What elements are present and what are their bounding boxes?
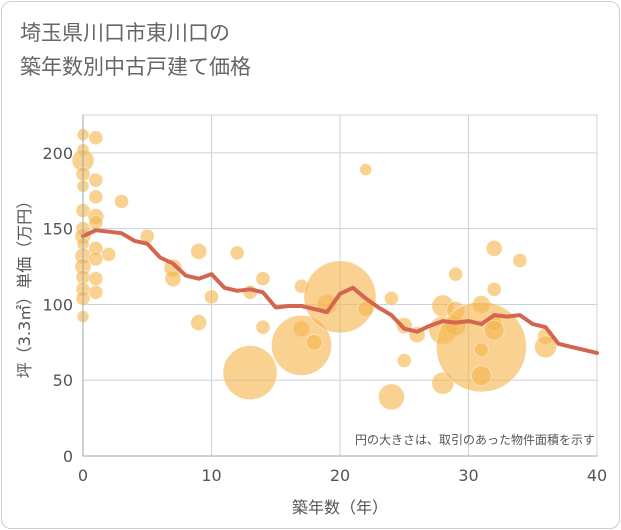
x-tick-label-1: 10 xyxy=(201,466,221,485)
bubble-point-40 xyxy=(305,333,323,351)
bubble-point-7 xyxy=(88,189,104,205)
chart-axes: 0 10 20 30 40 0 50 100 150 200 xyxy=(42,115,607,485)
bubble-point-31 xyxy=(204,289,219,305)
trend-line-layer xyxy=(81,228,599,355)
trend-line xyxy=(81,228,599,355)
bubble-point-48 xyxy=(377,383,405,411)
bubble-point-17 xyxy=(101,247,117,262)
bubble-size-note: 円の大きさは、取引のあった物件面積を示す xyxy=(355,432,595,447)
x-tick-label-3: 30 xyxy=(458,466,478,485)
bubble-point-11 xyxy=(88,215,104,231)
bubble-point-44 xyxy=(357,300,375,318)
chart-title-line-2: 築年数別中古戸建て価格 xyxy=(20,55,251,79)
x-axis-label: 築年数（年） xyxy=(292,498,388,517)
bubble-point-8 xyxy=(114,193,129,209)
bubble-layer xyxy=(71,128,557,411)
bubble-point-49 xyxy=(396,353,412,368)
bubble-point-43 xyxy=(359,163,373,176)
bubble-point-19 xyxy=(88,251,104,267)
bubble-point-34 xyxy=(190,314,208,332)
bubble-point-25 xyxy=(88,271,104,287)
bubble-point-39 xyxy=(271,314,332,376)
x-tick-label-4: 40 xyxy=(587,466,607,485)
bubble-point-1 xyxy=(88,130,104,146)
y-tick-label-2: 100 xyxy=(42,295,73,314)
y-tick-label-4: 200 xyxy=(42,144,73,163)
bubble-point-66 xyxy=(534,335,557,359)
bubble-point-58 xyxy=(473,342,489,358)
bubble-point-45 xyxy=(383,290,399,306)
bubble-point-27 xyxy=(255,271,271,287)
x-tick-label-0: 0 xyxy=(78,466,88,485)
x-tick-label-2: 20 xyxy=(330,466,350,485)
bubble-point-5 xyxy=(88,172,104,188)
bubble-point-61 xyxy=(486,281,502,297)
bubble-point-29 xyxy=(88,284,104,300)
y-tick-label-0: 0 xyxy=(63,447,73,466)
bubble-point-26 xyxy=(164,270,182,288)
bubble-point-21 xyxy=(229,245,245,261)
y-tick-label-1: 50 xyxy=(53,371,73,390)
y-axis-label: 坪（3.3㎡）単価（万円） xyxy=(15,193,34,378)
bubble-point-35 xyxy=(255,319,271,335)
chart-title: 埼玉県川口市東川口の 築年数別中古戸建て価格 xyxy=(20,16,251,84)
bubble-point-63 xyxy=(483,319,505,341)
bubble-point-36 xyxy=(222,345,278,401)
bubble-point-20 xyxy=(190,242,208,260)
bubble-point-60 xyxy=(485,239,503,257)
bubble-point-59 xyxy=(470,365,492,387)
bubble-point-64 xyxy=(512,253,528,268)
y-tick-label-3: 150 xyxy=(42,220,73,239)
bubble-point-53 xyxy=(448,266,464,282)
chart-title-line-1: 埼玉県川口市東川口の xyxy=(20,21,230,45)
